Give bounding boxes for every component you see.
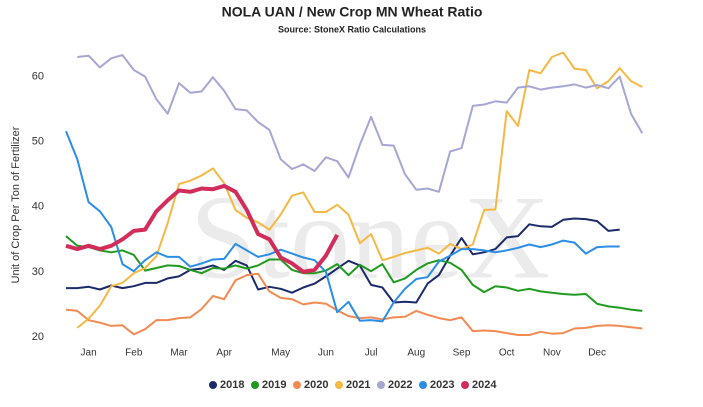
series-line bbox=[65, 235, 643, 312]
series-line bbox=[65, 272, 643, 336]
x-tick-label: Nov bbox=[543, 348, 561, 359]
legend-label: 2018 bbox=[220, 379, 244, 391]
x-tick-label: Jan bbox=[81, 348, 97, 359]
x-tick-label: Sep bbox=[453, 348, 471, 359]
y-tick-label: 60 bbox=[32, 70, 44, 82]
legend-label: 2022 bbox=[388, 379, 412, 391]
chart-subtitle: Source: StoneX Ratio Calculations bbox=[278, 24, 426, 34]
y-axis-label: Unit of Crop Per Ton of Fertilizer bbox=[10, 126, 22, 283]
series-line bbox=[65, 183, 339, 274]
legend-swatch bbox=[251, 381, 259, 389]
x-tick-label: Apr bbox=[216, 348, 232, 359]
x-tick-label: Aug bbox=[407, 348, 425, 359]
x-tick-label: Jul bbox=[365, 348, 378, 359]
series-line bbox=[76, 51, 643, 329]
x-tick-label: Mar bbox=[170, 348, 188, 359]
legend-swatch bbox=[209, 381, 217, 389]
legend-label: 2024 bbox=[472, 379, 497, 391]
series-line bbox=[66, 217, 620, 304]
x-tick-label: Dec bbox=[588, 348, 606, 359]
y-tick-label: 50 bbox=[32, 136, 44, 148]
legend-swatch bbox=[293, 381, 301, 389]
legend-label: 2019 bbox=[262, 379, 286, 391]
legend-label: 2020 bbox=[304, 379, 328, 391]
series-line bbox=[77, 54, 644, 193]
x-tick-label: May bbox=[271, 348, 290, 359]
legend-swatch bbox=[419, 381, 427, 389]
chart-title: NOLA UAN / New Crop MN Wheat Ratio bbox=[222, 4, 483, 20]
series-line bbox=[65, 130, 620, 323]
y-tick-label: 30 bbox=[32, 266, 44, 278]
legend-swatch bbox=[461, 381, 469, 389]
y-tick-label: 40 bbox=[32, 201, 44, 213]
x-tick-label: Jun bbox=[318, 348, 334, 359]
y-tick-label: 20 bbox=[32, 331, 44, 343]
legend-label: 2023 bbox=[430, 379, 454, 391]
x-tick-label: Oct bbox=[499, 348, 515, 359]
legend-label: 2021 bbox=[346, 379, 370, 391]
legend-swatch bbox=[377, 381, 385, 389]
x-tick-label: Feb bbox=[125, 348, 143, 359]
legend-swatch bbox=[335, 381, 343, 389]
